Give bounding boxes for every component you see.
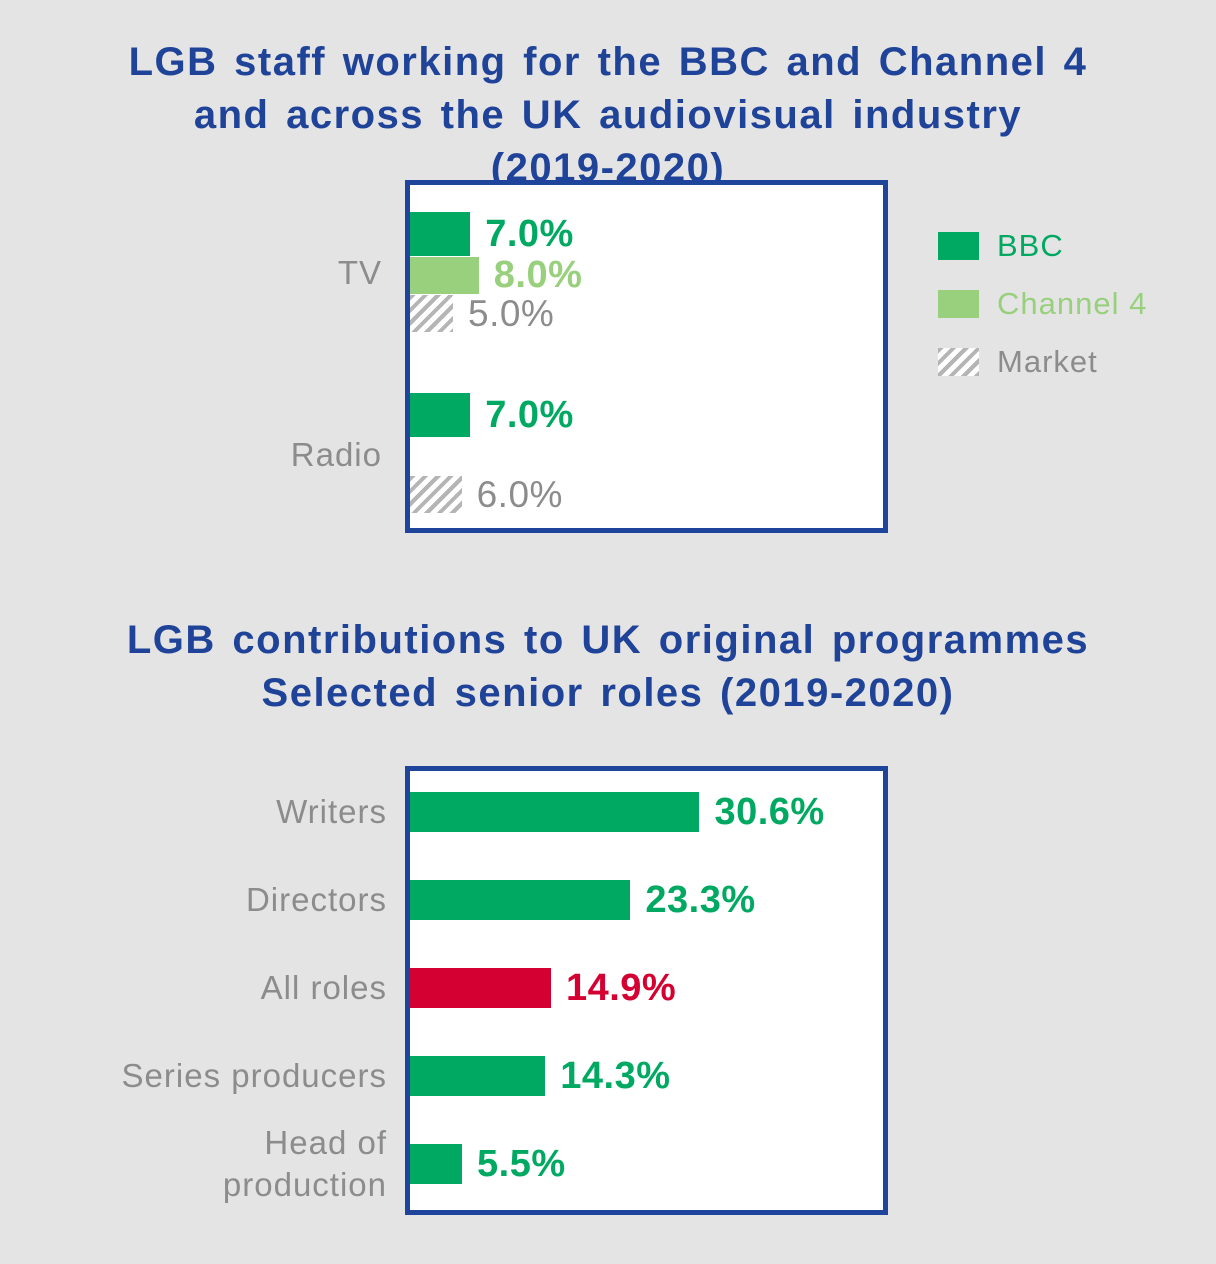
- category-label-tv: TV: [337, 253, 382, 291]
- legend-item-market: Market: [938, 344, 1147, 379]
- bar-value-tv-market: 5.0%: [468, 292, 555, 334]
- bar-value-tv-channel-4: 8.0%: [493, 254, 583, 296]
- category-label-directors: Directors: [245, 881, 387, 918]
- legend-swatch-bbc-icon: [938, 232, 979, 260]
- bar-value-head-of-production-value: 5.5%: [477, 1142, 566, 1185]
- legend-label-market: Market: [997, 344, 1098, 379]
- legend-label-bbc: BBC: [997, 228, 1064, 263]
- bar-value-radio-bbc: 7.0%: [485, 393, 574, 436]
- bar-value-directors-value: 23.3%: [645, 878, 756, 921]
- bar-row-head-of-production-value: 5.5%: [410, 1142, 883, 1185]
- bar-radio-market: [410, 476, 462, 513]
- bar-head-of-production-value: [410, 1144, 463, 1184]
- legend-item-channel-4: Channel 4: [938, 286, 1147, 321]
- category-label-writers: Writers: [276, 793, 387, 830]
- bar-row-radio-bbc: 7.0%: [410, 393, 883, 437]
- bar-value-radio-market: 6.0%: [476, 473, 563, 515]
- chart2-plot-area: 30.6% 23.3% 14.9% 14.3% 5.5%: [410, 771, 883, 1185]
- chart1-plot-area: 7.0% 8.0% 5.0% 7.0% 6.0%: [410, 185, 883, 515]
- chart1-title: LGB staff working for the BBC and Channe…: [128, 40, 1088, 190]
- bar-row-radio-channel-4: [410, 438, 883, 475]
- bar-group-tv: 7.0% 8.0% 5.0%: [410, 212, 883, 334]
- category-label-all-roles: All roles: [260, 969, 387, 1006]
- bar-tv-market: [410, 295, 453, 332]
- bar-group-radio: 7.0% 6.0%: [410, 393, 883, 515]
- chart-staff-bbc-c4: 7.0% 8.0% 5.0% 7.0% 6.0% TV Radio BBC Channel …: [0, 180, 1216, 533]
- bar-value-all-roles-value: 14.9%: [565, 966, 677, 1009]
- bar-row-tv-channel-4: 8.0%: [410, 254, 883, 296]
- bar-row-writers-value: 30.6%: [410, 790, 883, 833]
- category-label-radio: Radio: [290, 435, 382, 473]
- bar-value-tv-bbc: 7.0%: [485, 212, 574, 255]
- legend-swatch-market-icon: [938, 348, 979, 376]
- category-label-head-of-production: Head of production: [222, 1124, 387, 1203]
- bar-row-tv-market: 5.0%: [410, 292, 883, 334]
- bar-tv-channel-4: [410, 257, 479, 294]
- bar-directors-value: [410, 880, 631, 920]
- bar-radio-bbc: [410, 393, 471, 437]
- legend-swatch-channel-4-icon: [938, 290, 979, 318]
- bar-row-series-producers-value: 14.3%: [410, 1054, 883, 1097]
- chart1-plot-box: [405, 180, 888, 533]
- bar-row-tv-bbc: 7.0%: [410, 212, 883, 256]
- bar-value-series-producers-value: 14.3%: [560, 1054, 671, 1097]
- bar-writers-value: [410, 792, 700, 832]
- category-label-series-producers: Series producers: [121, 1057, 387, 1094]
- bar-value-writers-value: 30.6%: [714, 790, 825, 833]
- chart1-legend: BBC Channel 4 Market: [938, 228, 1147, 406]
- bar-row-all-roles-value: 14.9%: [410, 966, 883, 1009]
- bar-row-directors-value: 23.3%: [410, 878, 883, 921]
- bar-series-producers-value: [410, 1056, 546, 1096]
- chart-senior-roles: 30.6% 23.3% 14.9% 14.3% 5.5% Writers Director…: [0, 766, 1216, 1215]
- legend-label-channel-4: Channel 4: [997, 286, 1148, 321]
- legend-item-bbc: BBC: [938, 228, 1147, 263]
- bar-tv-bbc: [410, 212, 471, 256]
- bar-row-radio-market: 6.0%: [410, 473, 883, 515]
- chart2-title: LGB contributions to UK original program…: [126, 618, 1090, 715]
- bar-all-roles-value: [410, 968, 551, 1008]
- chart2-plot-box: [405, 766, 888, 1215]
